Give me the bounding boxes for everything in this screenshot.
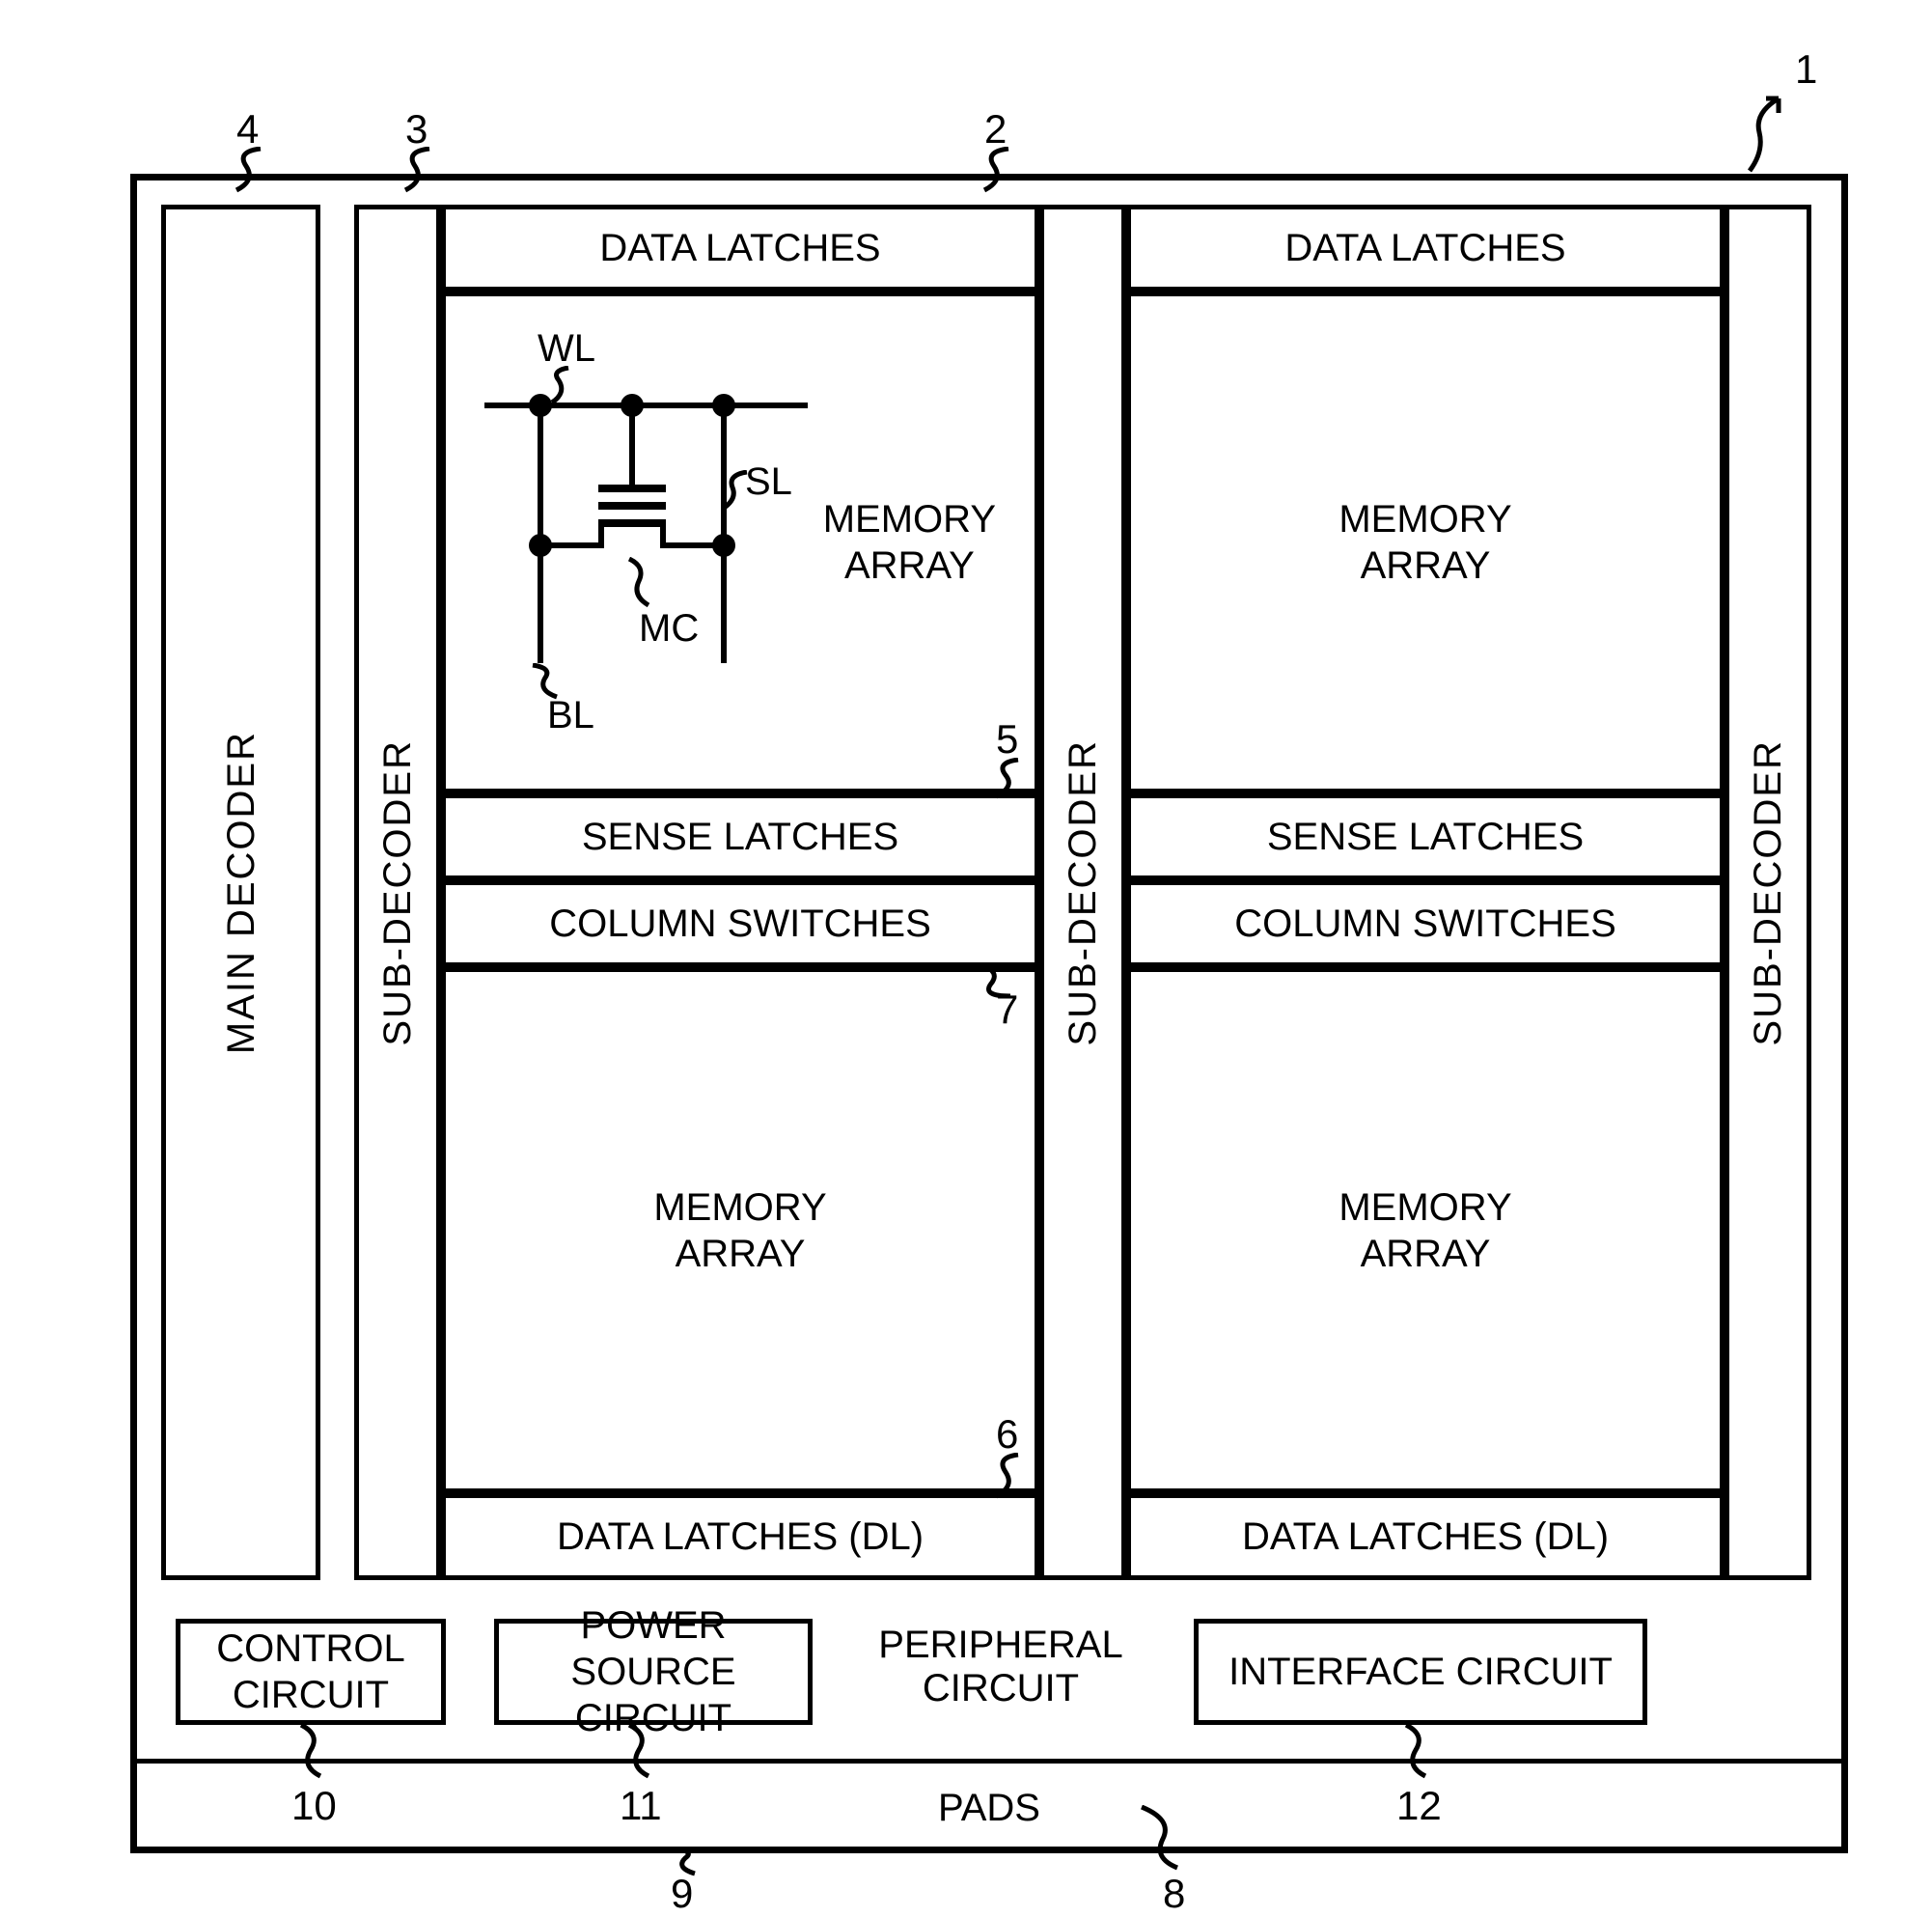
callout-4: 4 xyxy=(236,106,259,153)
sub-decoder-right: SUB-DECODER xyxy=(1725,205,1811,1580)
mc-lead xyxy=(624,557,663,610)
power-source-label-1: POWER SOURCE xyxy=(499,1602,808,1695)
bl-wire xyxy=(538,403,543,663)
wavy-lead-5 xyxy=(991,758,1030,801)
interface-circuit-label: INTERFACE CIRCUIT xyxy=(1228,1649,1613,1695)
memory-array-top-left-label-2: ARRAY xyxy=(823,542,996,589)
column-switches-left: COLUMN SWITCHES xyxy=(441,880,1039,967)
data-latches-dl-right: DATA LATCHES (DL) xyxy=(1126,1493,1725,1580)
control-circuit: CONTROL CIRCUIT xyxy=(176,1619,446,1725)
wl-label: WL xyxy=(538,325,595,372)
callout-5: 5 xyxy=(996,716,1018,763)
peripheral-circuit: PERIPHERAL CIRCUIT xyxy=(856,1624,1145,1710)
peripheral-label-2: CIRCUIT xyxy=(856,1667,1145,1710)
data-latches-top-left: DATA LATCHES xyxy=(441,205,1039,292)
memory-array-top-left-label-1: MEMORY xyxy=(823,496,996,542)
sense-latches-right-label: SENSE LATCHES xyxy=(1267,814,1584,860)
sl-lead xyxy=(718,470,757,514)
memory-array-top-right-label-2: ARRAY xyxy=(1339,542,1511,589)
memory-array-top-left: MEMORY ARRAY WL BL SL xyxy=(441,292,1039,793)
sl-wire xyxy=(721,403,727,663)
data-latches-top-left-label: DATA LATCHES xyxy=(599,225,880,271)
mc-label: MC xyxy=(639,605,699,652)
wavy-lead-1 xyxy=(1745,89,1812,176)
callout-1: 1 xyxy=(1795,46,1817,93)
pads-row: PADS xyxy=(132,1759,1846,1851)
bl-lead xyxy=(528,663,571,702)
memory-array-bottom-left-label-2: ARRAY xyxy=(653,1231,826,1277)
data-latches-dl-left: DATA LATCHES (DL) xyxy=(441,1493,1039,1580)
memory-array-bottom-left-label-1: MEMORY xyxy=(653,1184,826,1231)
data-latches-top-right-label: DATA LATCHES xyxy=(1284,225,1565,271)
sub-decoder-mid-label: SUB-DECODER xyxy=(1060,739,1106,1046)
sense-latches-left-label: SENSE LATCHES xyxy=(582,814,898,860)
callout-3: 3 xyxy=(405,106,428,153)
gate-plate-3 xyxy=(598,519,666,527)
memory-array-bottom-right-label-2: ARRAY xyxy=(1339,1231,1511,1277)
main-decoder: MAIN DECODER xyxy=(161,205,320,1580)
sense-latches-right: SENSE LATCHES xyxy=(1126,793,1725,880)
gate-wl-dot xyxy=(621,394,644,417)
callout-12: 12 xyxy=(1396,1783,1442,1829)
memory-array-bottom-right: MEMORY ARRAY xyxy=(1126,967,1725,1493)
memory-array-bottom-right-label-1: MEMORY xyxy=(1339,1184,1511,1231)
bl-wl-dot xyxy=(529,394,552,417)
sub-decoder-left-label: SUB-DECODER xyxy=(374,739,421,1046)
callout-2: 2 xyxy=(984,106,1007,153)
data-latches-dl-left-label: DATA LATCHES (DL) xyxy=(557,1514,924,1560)
memory-array-bottom-left: MEMORY ARRAY xyxy=(441,967,1039,1493)
data-latches-top-right: DATA LATCHES xyxy=(1126,205,1725,292)
callout-11: 11 xyxy=(620,1783,662,1829)
sub-decoder-mid: SUB-DECODER xyxy=(1039,205,1126,1580)
chip-outline: MAIN DECODER SUB-DECODER DATA LATCHES ME… xyxy=(130,174,1848,1853)
source-stub xyxy=(660,519,666,548)
column-switches-right: COLUMN SWITCHES xyxy=(1126,880,1725,967)
wavy-lead-9 xyxy=(671,1847,709,1877)
control-circuit-label-1: CONTROL xyxy=(216,1625,405,1672)
wavy-lead-12 xyxy=(1401,1723,1440,1781)
memory-array-top-right: MEMORY ARRAY xyxy=(1126,292,1725,793)
sub-decoder-left: SUB-DECODER xyxy=(354,205,441,1580)
callout-10: 10 xyxy=(291,1783,337,1829)
wavy-lead-7 xyxy=(977,962,1020,1001)
sub-decoder-right-label: SUB-DECODER xyxy=(1745,739,1791,1046)
column-switches-left-label: COLUMN SWITCHES xyxy=(549,901,931,947)
drain-stub xyxy=(598,519,604,548)
peripheral-label-1: PERIPHERAL xyxy=(856,1624,1145,1667)
bl-dot xyxy=(529,534,552,557)
wavy-lead-8 xyxy=(1134,1805,1187,1873)
gate-plate-1 xyxy=(598,485,666,492)
interface-circuit: INTERFACE CIRCUIT xyxy=(1194,1619,1647,1725)
wl-lead xyxy=(547,366,576,406)
power-source-circuit: POWER SOURCE CIRCUIT xyxy=(494,1619,813,1725)
pads-label: PADS xyxy=(938,1785,1040,1831)
control-circuit-label-2: CIRCUIT xyxy=(216,1672,405,1718)
sense-latches-left: SENSE LATCHES xyxy=(441,793,1039,880)
column-switches-right-label: COLUMN SWITCHES xyxy=(1234,901,1616,947)
sl-dot xyxy=(712,534,735,557)
memory-array-top-right-label-1: MEMORY xyxy=(1339,496,1511,542)
wavy-lead-6 xyxy=(991,1453,1030,1501)
wavy-lead-11 xyxy=(624,1723,663,1781)
sl-wl-dot xyxy=(712,394,735,417)
main-decoder-label: MAIN DECODER xyxy=(218,731,264,1054)
wavy-lead-10 xyxy=(296,1723,335,1781)
callout-6: 6 xyxy=(996,1411,1018,1458)
gate-plate-2 xyxy=(598,502,666,510)
data-latches-dl-right-label: DATA LATCHES (DL) xyxy=(1242,1514,1609,1560)
